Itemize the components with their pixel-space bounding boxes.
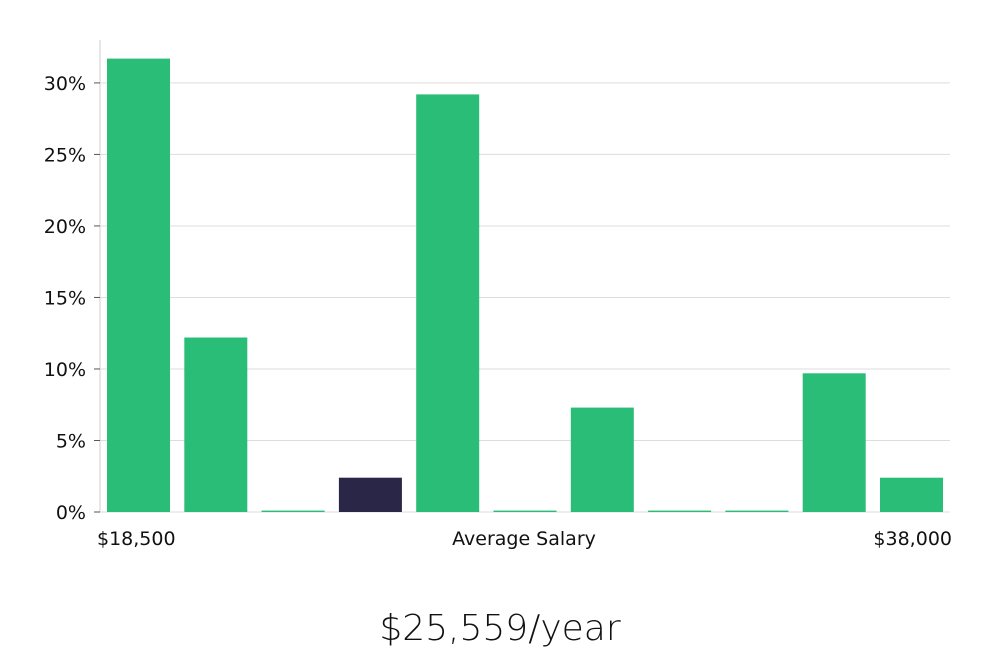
y-tick-label: 20% xyxy=(44,216,86,238)
x-axis-max-label: $38,000 xyxy=(873,528,952,550)
bar xyxy=(107,58,170,512)
bar xyxy=(493,510,557,512)
y-tick-label: 5% xyxy=(56,430,86,452)
bar xyxy=(261,510,325,512)
bar xyxy=(184,337,248,512)
x-axis-center-label: Average Salary xyxy=(452,528,596,550)
x-axis-min-label: $18,500 xyxy=(97,528,176,550)
y-tick-label: 30% xyxy=(44,73,86,95)
salary-histogram-chart: 0% 5% 10% 15% 20% 25% 30% xyxy=(44,40,950,524)
y-tick-label: 10% xyxy=(44,359,86,381)
average-salary-value: $25,559/year xyxy=(379,608,621,649)
y-tick-label: 0% xyxy=(56,502,86,524)
bar xyxy=(416,94,480,513)
bar xyxy=(725,510,789,512)
y-tick-label: 15% xyxy=(44,287,86,309)
bar-highlighted xyxy=(338,477,402,512)
bar xyxy=(648,510,712,512)
bars xyxy=(107,58,943,513)
y-axis-tick-labels: 0% 5% 10% 15% 20% 25% 30% xyxy=(44,73,100,524)
y-tick-label: 25% xyxy=(44,144,86,166)
bar xyxy=(880,477,943,512)
bar xyxy=(802,373,866,512)
bar xyxy=(570,407,634,512)
